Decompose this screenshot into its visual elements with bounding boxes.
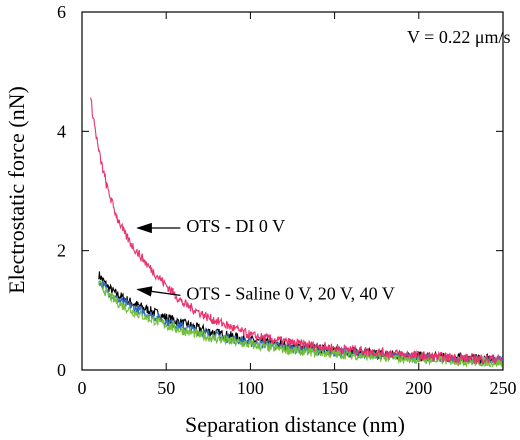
x-tick-label: 50: [157, 378, 175, 398]
plot-area: [81, 11, 504, 371]
x-axis-title: Separation distance (nm): [185, 412, 405, 437]
y-tick-label: 2: [57, 241, 66, 261]
plot-frame: [81, 11, 504, 371]
annotation-layer: V = 0.22 μm/s OTS - DI 0 V OTS - Saline 0 …: [136, 27, 510, 304]
annotation-1: OTS - DI 0 V: [186, 216, 285, 236]
series-line-0: [89, 97, 504, 365]
x-tick-label: 0: [78, 378, 87, 398]
x-tick-label: 200: [405, 378, 432, 398]
annotation-2: OTS - Saline 0 V, 20 V, 40 V: [186, 284, 394, 304]
y-tick-label: 4: [57, 121, 66, 141]
x-tick-label: 150: [321, 378, 348, 398]
tick-layer: 0 50 100 150 200 250 0 2 4 6: [57, 2, 517, 398]
annotation-arrow-2: [136, 286, 181, 297]
series-layer: [89, 97, 504, 368]
x-tick-label: 100: [237, 378, 264, 398]
y-tick-label: 6: [57, 2, 66, 22]
annotation-0: V = 0.22 μm/s: [407, 27, 510, 47]
y-tick-label: 0: [57, 360, 66, 380]
x-tick-label: 250: [490, 378, 517, 398]
series-line-3: [98, 279, 504, 368]
y-axis-title: Electrostatic force (nN): [4, 86, 29, 294]
